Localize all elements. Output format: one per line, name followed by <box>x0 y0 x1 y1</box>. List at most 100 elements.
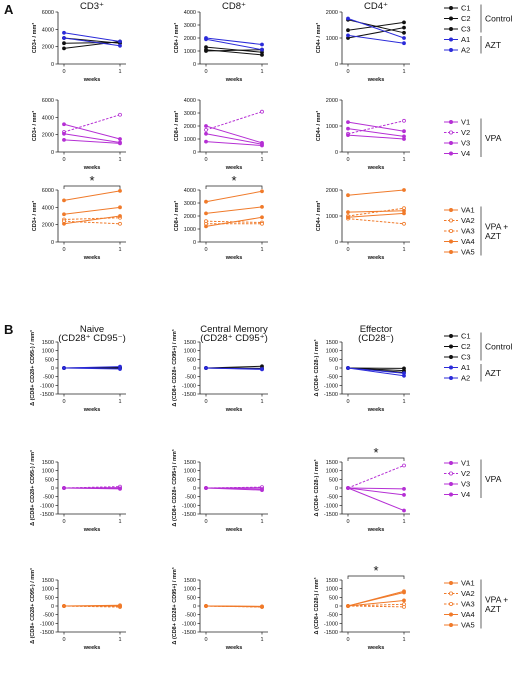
legend-group-label: Control <box>485 14 513 24</box>
data-point <box>260 215 264 220</box>
chart-title: CD3⁺ <box>80 1 104 12</box>
series-V3 <box>346 126 406 139</box>
significance-bracket: * <box>347 445 405 461</box>
data-point <box>260 53 264 57</box>
data-point <box>118 43 122 48</box>
significance-star: * <box>373 563 378 578</box>
y-tick-label: 0 <box>335 62 338 68</box>
data-point <box>62 212 66 217</box>
chart-1: 0 1000 2000 3000 4000 0 1 weeks CD8+ / mm³ CD8⁺ <box>173 1 268 83</box>
y-tick-label: 2000 <box>42 223 54 229</box>
series-line <box>205 141 263 146</box>
data-point <box>118 39 122 44</box>
data-point <box>62 604 66 608</box>
y-tick-label: -1000 <box>40 621 54 627</box>
series-line <box>63 133 121 143</box>
legend-swatch-marker <box>448 239 453 244</box>
data-point <box>402 36 406 40</box>
chart-12: -1500 -1000 -500 0 500 1000 1500 0 1 weeks Δ (CD8+… <box>29 450 126 533</box>
data-point <box>118 221 122 226</box>
series-V1 <box>346 120 406 134</box>
series-line <box>347 128 405 137</box>
y-tick-label: 2000 <box>326 10 338 16</box>
y-tick-label: 0 <box>51 150 54 156</box>
x-tick-label: 1 <box>402 637 405 643</box>
chart-15: -1500 -1000 -500 0 500 1000 1500 0 1 weeks Δ (CD8+… <box>29 568 126 651</box>
y-tick-label: 4000 <box>42 27 54 33</box>
data-point <box>402 188 406 192</box>
data-point <box>346 33 350 38</box>
data-point <box>402 493 406 497</box>
x-tick-label: 1 <box>402 157 405 163</box>
legend-group-label: VPA <box>485 474 502 484</box>
x-tick-label: 1 <box>118 399 121 405</box>
series-VA5 <box>204 215 264 229</box>
data-point <box>118 486 122 491</box>
legend-entry: V2 <box>461 469 470 478</box>
series-V1 <box>62 122 122 141</box>
x-axis-label: weeks <box>367 165 385 171</box>
y-tick-label: -500 <box>327 613 338 619</box>
y-tick-label: -1000 <box>324 383 338 389</box>
legend-swatch-marker <box>448 228 453 233</box>
legend-group-label: VPA + <box>485 222 508 232</box>
series-line <box>347 218 405 225</box>
series-line <box>63 123 121 140</box>
legend-swatch-marker <box>448 333 453 338</box>
legend-entry: C2 <box>461 14 471 23</box>
series-A1 <box>62 30 122 44</box>
legend-swatch-marker <box>448 354 453 359</box>
data-point <box>62 30 66 35</box>
legend-entry: V3 <box>461 480 470 489</box>
data-point <box>260 189 264 194</box>
chart-4: 0 1000 2000 3000 4000 0 1 weeks CD8+ / mm³ <box>173 98 268 171</box>
series-line <box>205 111 263 131</box>
data-point <box>62 486 66 490</box>
data-point <box>204 131 208 136</box>
y-tick-label: 1000 <box>184 587 196 593</box>
legend-entry: V1 <box>461 459 470 468</box>
data-point <box>62 122 66 127</box>
data-point <box>346 215 350 220</box>
legend-swatch-marker <box>448 218 453 223</box>
legend-swatch-marker <box>448 249 453 254</box>
y-tick-label: 500 <box>45 477 54 483</box>
x-axis-label: weeks <box>83 527 101 533</box>
x-axis-label: weeks <box>225 77 243 83</box>
legend-entry: V4 <box>461 149 470 158</box>
x-axis-label: weeks <box>367 255 385 261</box>
data-point <box>62 131 66 136</box>
chart-6: 0 2000 4000 6000 0 1 weeks CD3+ / mm³ * <box>31 173 126 261</box>
series-A2 <box>204 366 264 372</box>
y-tick-label: 1000 <box>184 137 196 143</box>
series-C2 <box>346 20 406 33</box>
data-point <box>346 16 350 21</box>
data-point <box>402 590 406 595</box>
x-tick-label: 0 <box>62 157 65 163</box>
y-axis-label: Δ (CD8+ CD28+ CD95-) / mm³ <box>29 450 36 526</box>
data-point <box>402 129 406 134</box>
data-point <box>204 37 208 42</box>
y-axis-label: CD4+ / mm³ <box>315 111 322 142</box>
data-point <box>260 143 264 148</box>
x-tick-label: 0 <box>204 637 207 643</box>
legend-swatch-marker <box>448 602 453 607</box>
y-tick-label: 4000 <box>184 188 196 194</box>
legend-entry: A1 <box>461 35 470 44</box>
data-point <box>260 604 264 609</box>
data-point <box>62 366 66 370</box>
x-tick-label: 1 <box>260 247 263 253</box>
chart-13: -1500 -1000 -500 0 500 1000 1500 0 1 weeks Δ (CD8+… <box>171 449 268 533</box>
data-point <box>118 214 122 218</box>
data-point <box>346 366 350 370</box>
series-V4 <box>204 139 264 148</box>
data-point <box>204 199 208 204</box>
chart-11: -1500 -1000 -500 0 500 1000 1500 0 1 weeks Δ (CD8+… <box>313 324 410 413</box>
chart-16: -1500 -1000 -500 0 500 1000 1500 0 1 weeks Δ (CD8+… <box>171 567 268 651</box>
y-tick-label: 2000 <box>326 188 338 194</box>
chart-title: Naive <box>80 324 104 335</box>
chart-3: 0 2000 4000 6000 0 1 weeks CD3+ / mm³ <box>31 98 126 171</box>
y-tick-label: 2000 <box>326 98 338 104</box>
